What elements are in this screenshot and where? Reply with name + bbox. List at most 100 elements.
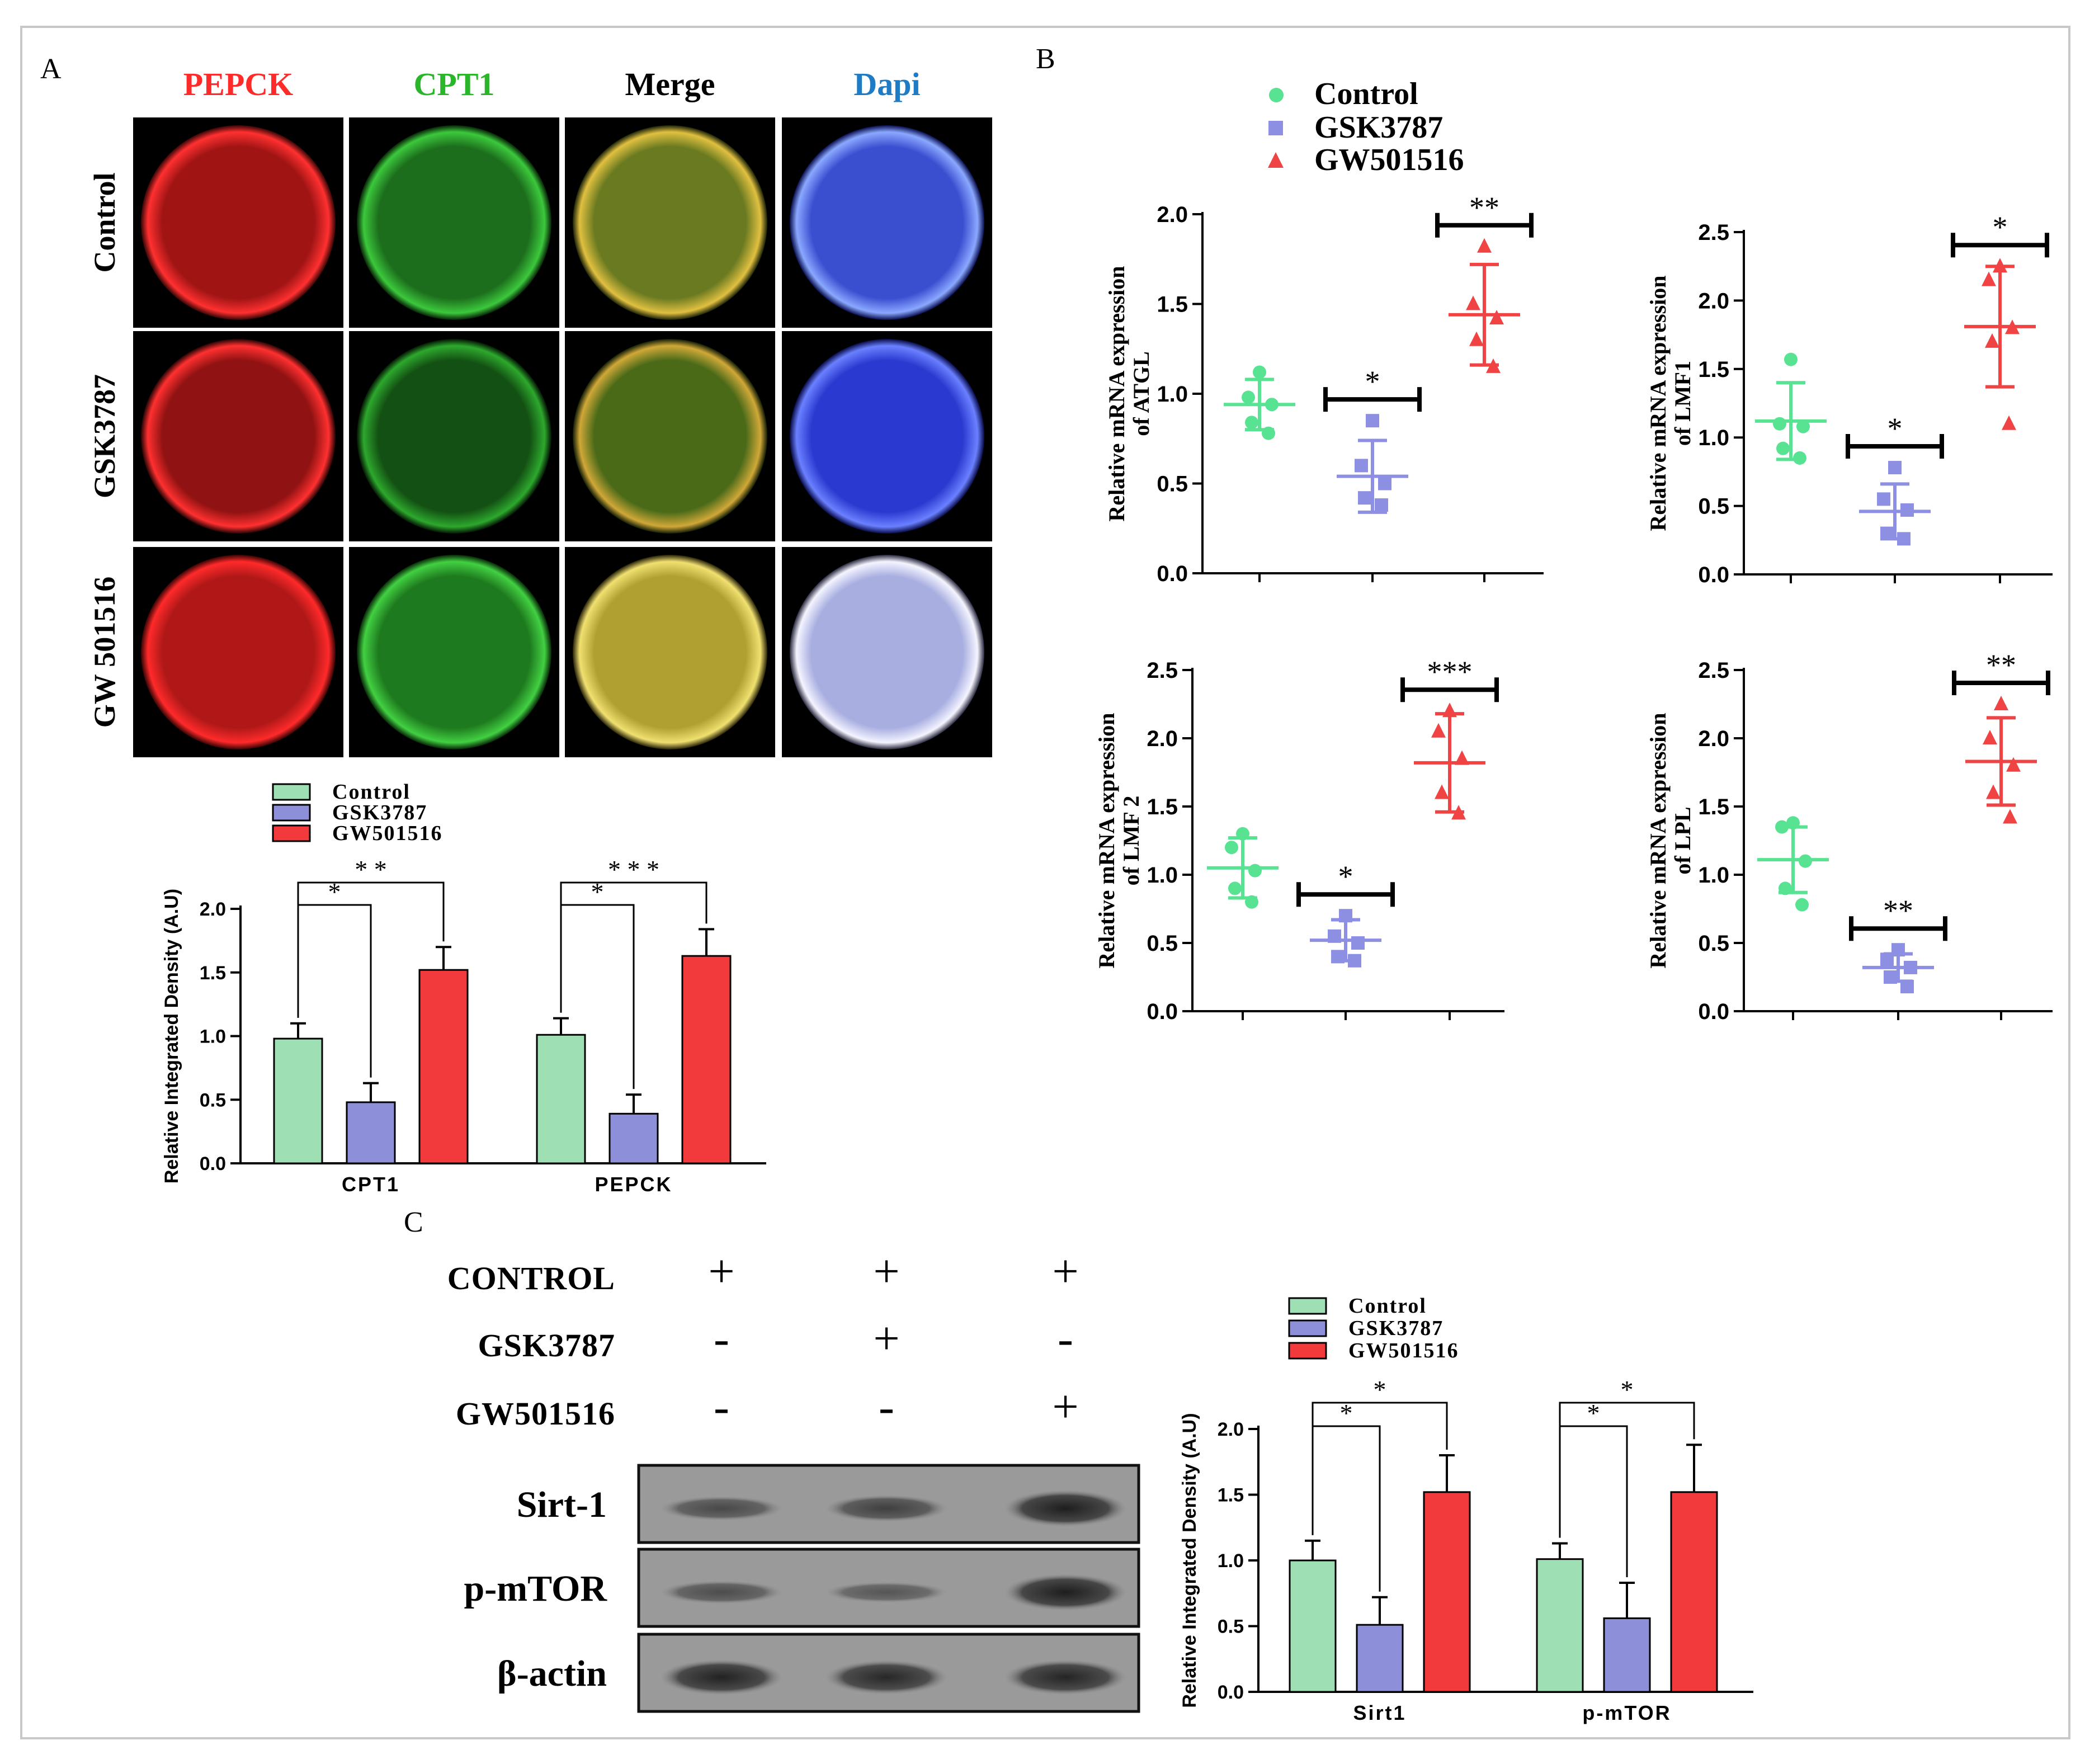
y-tick-label: 1.0 [200,1026,226,1048]
treatment-mark: + [708,1246,734,1298]
y-tick-label: 0.5 [1698,931,1729,956]
micro-spheroid [141,339,336,534]
data-point [1982,271,1996,286]
significance-label: * [328,878,341,906]
data-point [1242,390,1255,404]
micro-spheroid [141,125,336,320]
significance-label: * [1338,860,1353,893]
panel-label-c: C [404,1206,423,1238]
y-tick-label: 0.5 [1218,1616,1244,1638]
micro-spheroid [790,339,984,534]
y-tick-label: 2.0 [1147,727,1178,751]
y-tick-label: 1.0 [1218,1550,1244,1572]
significance-label: * [1993,210,2008,244]
blot-band [825,1660,948,1695]
y-tick-label: 1.0 [1157,382,1188,407]
micro-column-label: Dapi [853,66,920,102]
y-axis-label-line2: of LPL [1670,806,1695,874]
significance-label: * [1340,1399,1353,1427]
bar-legend-label: GSK3787 [1348,1317,1444,1340]
y-axis-label-line1: Relative mRNA expression [1094,713,1119,969]
y-tick-label: 2.0 [1218,1419,1244,1440]
treatment-mark: - [1058,1313,1073,1365]
panel-label-a: A [40,53,62,85]
bar-legend-swatch [1288,1297,1327,1315]
treatment-label: GW501516 [456,1395,615,1432]
legend-marker-gsk [1268,121,1283,135]
treatment-label: CONTROL [447,1260,615,1296]
bar [1536,1558,1584,1693]
micro-column-label: CPT1 [414,66,495,102]
micro-row-label: GW 501516 [88,577,121,728]
blot-band [1004,1574,1127,1611]
legend-marker-control [1269,88,1284,102]
data-point [1351,936,1365,950]
y-tick-label: 0.5 [200,1089,226,1111]
significance-label: * * * [608,855,659,884]
y-tick-label: 1.5 [1218,1485,1244,1506]
x-category-label: CPT1 [342,1173,400,1196]
data-point [1773,417,1786,431]
micro-spheroid [573,555,767,749]
y-tick-label: 2.0 [200,899,226,920]
bar-legend-swatch [1288,1319,1327,1337]
bar [681,955,732,1164]
bar [418,969,469,1164]
bar-legend-swatch [272,804,311,822]
y-axis-label: Relative Integrated Density (A.U) [1179,1413,1200,1708]
y-tick-label: 2.5 [1698,220,1729,245]
bar-legend-swatch [272,783,311,801]
significance-label: * [1374,1375,1386,1404]
micro-spheroid [790,555,984,749]
blot-band [825,1582,948,1603]
treatment-mark: + [873,1313,899,1365]
bar-legend-label: GSK3787 [332,801,427,824]
y-tick-label: 1.0 [1147,863,1178,888]
data-point [1877,492,1890,506]
bar-legend-label: Control [1348,1294,1427,1318]
micro-row-label: Control [88,172,121,272]
y-axis-label: Relative Integrated Density (A.U) [161,889,182,1183]
data-point [1796,419,1810,433]
data-point [1378,477,1391,490]
treatment-mark: + [1052,1246,1078,1298]
y-tick-label: 0.0 [1698,563,1729,587]
y-axis-label-line1: Relative mRNA expression [1645,713,1671,969]
legend-marker-gw [1268,152,1284,168]
data-point [1355,459,1368,473]
data-point [1489,310,1504,325]
bar-legend-label: GW501516 [1348,1339,1459,1362]
band-label: p-mTOR [464,1568,608,1609]
data-point [1466,295,1480,310]
y-tick-label: 1.5 [200,963,226,984]
micro-spheroid [790,125,984,320]
micro-spheroid [573,125,767,320]
legend-label: GW501516 [1314,143,1464,177]
blot-band [1004,1659,1127,1695]
western-blot: CONTROL + + + GSK3787 - + - GW501516 - - + Sirt-1 p-m… [447,1246,1140,1713]
significance-label: ** [1883,894,1913,927]
bar [1603,1617,1651,1693]
bar [346,1101,396,1164]
y-tick-label: 0.0 [1218,1682,1244,1703]
blot-band [660,1659,783,1695]
legend-label: GSK3787 [1314,110,1443,145]
y-tick-label: 0.0 [1147,999,1178,1024]
bar-legend-label: Control [332,780,411,804]
y-tick-label: 0.5 [1698,494,1729,519]
data-point [1225,841,1238,855]
micro-spheroid [141,555,336,749]
significance-bracket [297,881,445,1018]
micro-column-label: PEPCK [183,66,294,102]
micro-spheroid [357,339,551,534]
data-point [2003,809,2017,824]
bar [536,1034,586,1164]
panel-label-b: B [1036,43,1055,75]
data-point [1776,441,1790,455]
data-point [1888,461,1902,475]
y-tick-label: 1.5 [1157,293,1188,317]
data-point [1375,498,1388,512]
data-point [1245,416,1258,430]
data-point [1985,333,1999,348]
